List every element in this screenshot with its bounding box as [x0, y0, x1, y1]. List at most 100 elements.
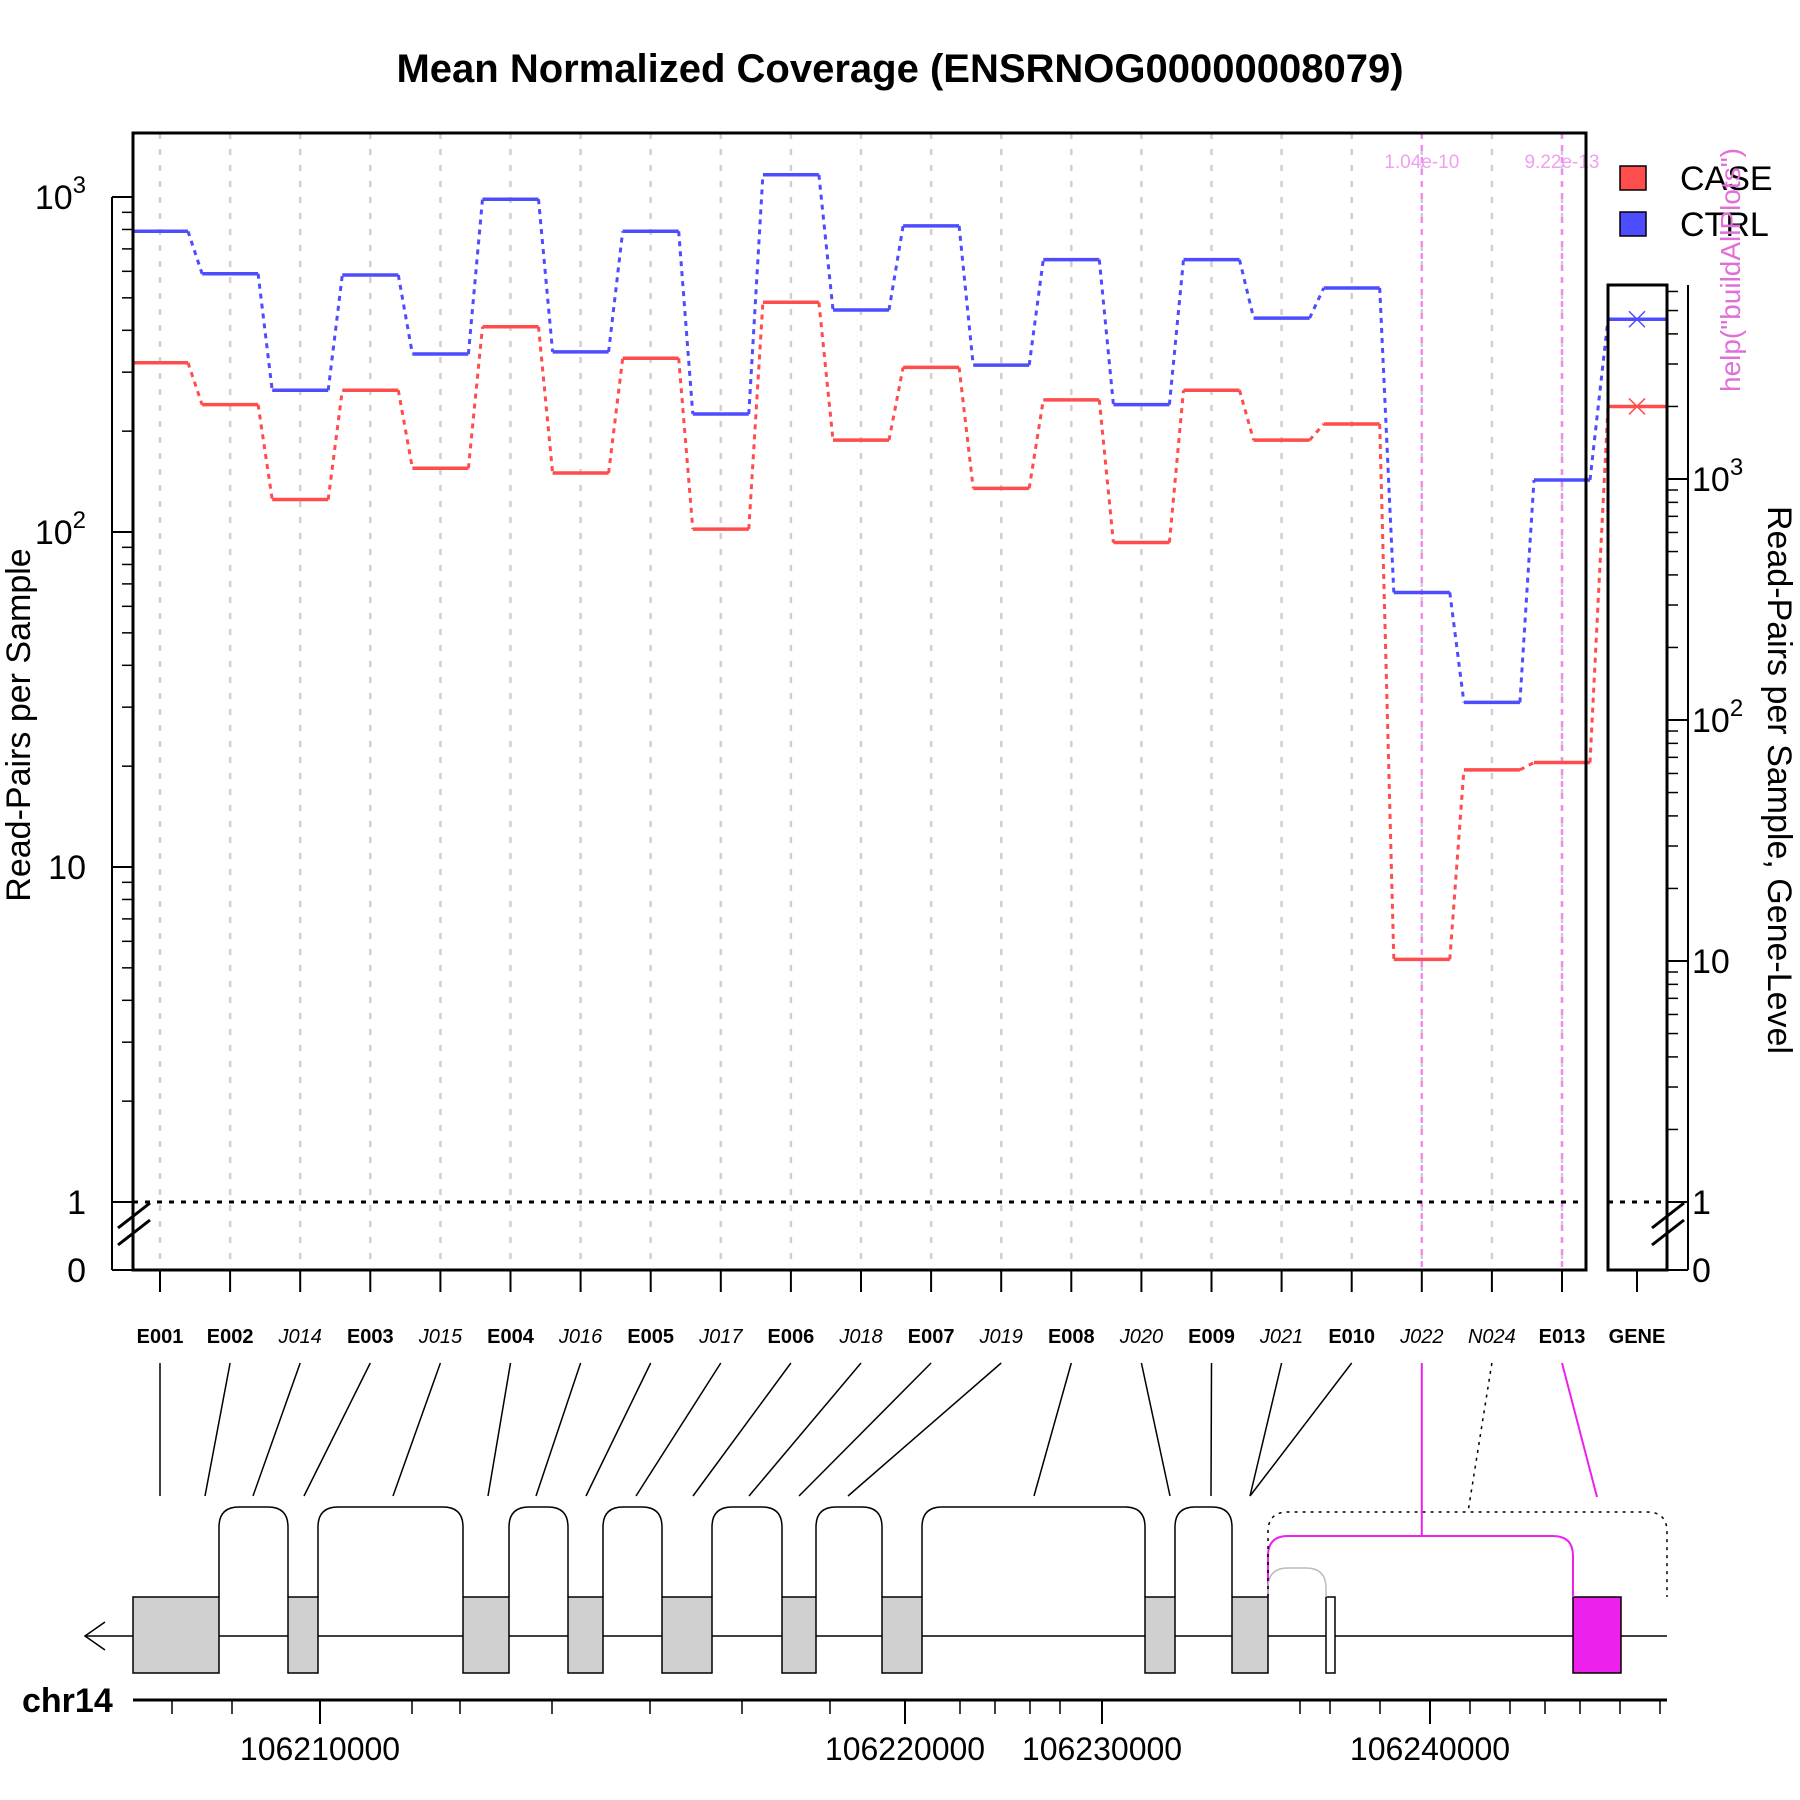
ctrl-connector-j016	[537, 199, 555, 352]
ctrl-connector-e004	[466, 199, 484, 355]
feature-label-j014: J014	[278, 1326, 322, 1348]
connector-e005	[585, 1362, 652, 1497]
case-connector-e005	[607, 358, 625, 474]
feature-label-gene: GENE	[1609, 1326, 1666, 1348]
junction-arc	[508, 1506, 569, 1597]
chromosome-label: chr14	[22, 1682, 113, 1720]
case-connector-j016	[537, 326, 555, 474]
exon-blocks	[132, 1596, 1622, 1674]
feature-label-j015: J015	[418, 1326, 463, 1348]
case-connector-e006	[747, 302, 765, 530]
feature-label-e013: E013	[1539, 1326, 1586, 1348]
connector-e008	[1033, 1362, 1073, 1497]
connector-e002	[204, 1362, 231, 1497]
ctrl-connector-j021	[1238, 259, 1256, 319]
junction-arc	[1267, 1511, 1668, 1597]
junction-arc	[921, 1506, 1146, 1597]
ctrl-connector-e002	[186, 230, 204, 275]
genomic-tick-label: 106210000	[240, 1731, 400, 1767]
ctrl-connector-e005	[607, 231, 625, 353]
axis-break-icon	[117, 1201, 151, 1247]
significance-lines: 1.04e-10 9.22e-13	[1384, 133, 1600, 1270]
feature-label-e010: E010	[1328, 1326, 1375, 1348]
y-right-tick-label-0: 0	[1692, 1252, 1711, 1290]
overlay-text: help("buildAllPlots")	[1715, 148, 1746, 392]
connector-e007	[798, 1362, 932, 1497]
feature-label-e003: E003	[347, 1326, 394, 1348]
exon-block	[132, 1596, 220, 1674]
junction-arc	[317, 1506, 464, 1597]
feature-connectors	[159, 1362, 1598, 1536]
connector-j021	[1249, 1362, 1283, 1497]
ctrl-connector-e010	[1308, 287, 1326, 319]
connector-e004	[487, 1362, 512, 1497]
y-axis-title: Read-Pairs per Sample	[0, 548, 38, 901]
case-connector-j021	[1238, 389, 1256, 441]
exon-block	[462, 1596, 510, 1674]
exon-block	[567, 1596, 604, 1674]
ctrl-connector-j017	[677, 231, 695, 415]
strand-arrow-icon	[83, 1621, 106, 1651]
connector-j018	[748, 1362, 862, 1497]
case-gene-marker	[1628, 397, 1646, 415]
y-right-tick-label-100: 102	[1692, 695, 1743, 740]
case-connector-j019	[957, 367, 975, 489]
exon-block	[881, 1596, 923, 1674]
ctrl-connector-e013	[1518, 479, 1536, 703]
case-connector-j020	[1097, 399, 1115, 543]
genomic-axis-ticks: 106210000 106220000 106230000 106240000	[171, 1700, 1661, 1767]
exon-block	[781, 1596, 817, 1674]
ctrl-connector-e008	[1027, 259, 1045, 366]
y-tick-label-10: 10	[48, 849, 86, 887]
legend: CASE CTRL	[1619, 160, 1773, 244]
feature-label-j018: J018	[838, 1326, 882, 1348]
feature-label-n024: N024	[1468, 1326, 1516, 1348]
feature-label-j019: J019	[979, 1326, 1023, 1348]
connector-e003	[303, 1362, 371, 1497]
y-tick-label-0: 0	[67, 1252, 86, 1290]
ctrl-connector-j022	[1378, 287, 1396, 593]
genomic-tick-label: 106240000	[1350, 1731, 1510, 1767]
main-plot-frame	[131, 131, 1588, 1272]
connector-j015	[392, 1362, 442, 1497]
case-connector-e004	[466, 326, 484, 469]
gene-panel-frame	[1606, 283, 1669, 1272]
case-connector-j017	[677, 358, 695, 530]
exon-block	[1231, 1596, 1269, 1674]
connector-e010	[1249, 1362, 1353, 1497]
legend-label-ctrl: CTRL	[1680, 206, 1769, 244]
legend-label-case: CASE	[1680, 160, 1773, 198]
case-connector-j015	[396, 389, 414, 469]
connector-n024	[1467, 1362, 1493, 1513]
ctrl-connector-e007	[887, 225, 905, 311]
case-connector-e010	[1308, 423, 1325, 442]
chart-title: Mean Normalized Coverage (ENSRNOG0000000…	[396, 47, 1403, 91]
connector-e006	[692, 1362, 792, 1497]
case-connector-e007	[887, 367, 905, 441]
y-tick-label-100: 102	[35, 507, 86, 552]
connector-j020	[1140, 1362, 1171, 1497]
junction-arc	[602, 1506, 663, 1597]
connector-j017	[635, 1362, 722, 1497]
grid-lines	[158, 133, 1564, 1270]
y-tick-exponent-1000: 3	[73, 172, 86, 199]
feature-label-e001: E001	[137, 1326, 184, 1348]
feature-label-j016: J016	[558, 1326, 603, 1348]
case-connector-e003	[326, 390, 344, 500]
y-tick-exponent-100: 2	[73, 507, 86, 534]
y-tick-label-1000: 103	[35, 172, 86, 217]
feature-label-j021: J021	[1259, 1326, 1303, 1348]
junction-arc	[1267, 1535, 1574, 1597]
case-connector-n024	[1448, 769, 1466, 960]
ctrl-connector-j014	[256, 273, 274, 391]
case-connector-j014	[256, 404, 274, 500]
ctrl-connector-e003	[326, 274, 344, 391]
axis-break-right-icon	[1651, 1201, 1685, 1247]
junction-arcs	[218, 1506, 1668, 1597]
pvalue-label-j022: 1.04e-10	[1384, 152, 1459, 173]
ctrl-connector-n024	[1448, 592, 1466, 703]
exon-block	[1325, 1596, 1336, 1674]
case-connector-e009	[1167, 390, 1185, 543]
y-tick-label-1: 1	[67, 1184, 86, 1222]
connector-e013	[1561, 1362, 1598, 1498]
